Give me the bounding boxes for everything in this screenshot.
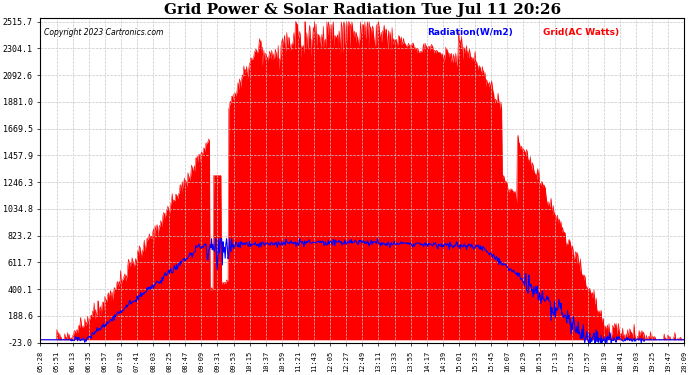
Text: Grid(AC Watts): Grid(AC Watts) xyxy=(542,28,619,37)
Title: Grid Power & Solar Radiation Tue Jul 11 20:26: Grid Power & Solar Radiation Tue Jul 11 … xyxy=(164,3,561,17)
Text: Copyright 2023 Cartronics.com: Copyright 2023 Cartronics.com xyxy=(43,28,163,37)
Text: Radiation(W/m2): Radiation(W/m2) xyxy=(426,28,513,37)
